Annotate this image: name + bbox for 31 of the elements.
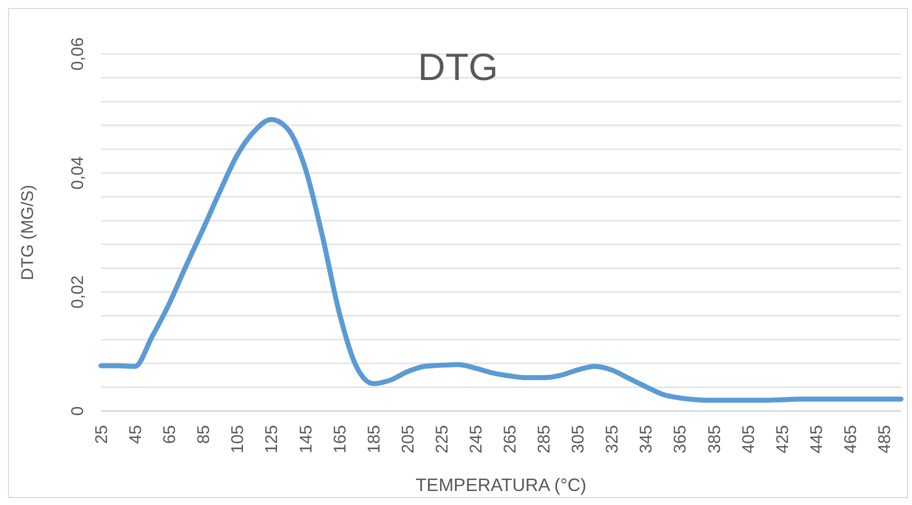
x-tick-label: 325	[602, 425, 622, 454]
x-tick-label: 185	[364, 425, 384, 454]
y-axis-title: DTG (MG/S)	[18, 184, 38, 280]
x-tick-label: 145	[296, 425, 316, 454]
x-tick-label: 465	[840, 425, 860, 454]
x-tick-label: 65	[160, 425, 180, 444]
x-tick-label: 365	[670, 425, 690, 454]
x-tick-label: 445	[806, 425, 826, 454]
x-tick-label: 105	[228, 425, 248, 454]
chart-title: DTG	[418, 47, 498, 89]
x-tick-label: 125	[262, 425, 282, 454]
x-tick-label: 405	[738, 425, 758, 454]
x-axis-title: TEMPERATURA (°C)	[416, 475, 586, 495]
x-tick-label: 345	[636, 425, 656, 454]
x-tick-label: 305	[568, 425, 588, 454]
x-tick-label: 205	[398, 425, 418, 454]
x-tick-label: 425	[772, 425, 792, 454]
x-tick-label: 45	[126, 425, 146, 444]
x-tick-label: 265	[500, 425, 520, 454]
x-tick-label: 85	[194, 425, 214, 444]
x-tick-label: 165	[330, 425, 350, 454]
x-tick-label: 245	[466, 425, 486, 454]
y-tick-label: 0,06	[68, 37, 87, 71]
x-tick-label: 485	[874, 425, 894, 454]
x-tick-label: 285	[534, 425, 554, 454]
y-tick-label: 0,04	[68, 156, 87, 190]
x-tick-label: 385	[704, 425, 724, 454]
x-tick-label: 225	[432, 425, 452, 454]
y-tick-label: 0	[68, 406, 87, 416]
x-tick-label: 25	[92, 425, 111, 444]
y-tick-label: 0,02	[68, 275, 87, 309]
